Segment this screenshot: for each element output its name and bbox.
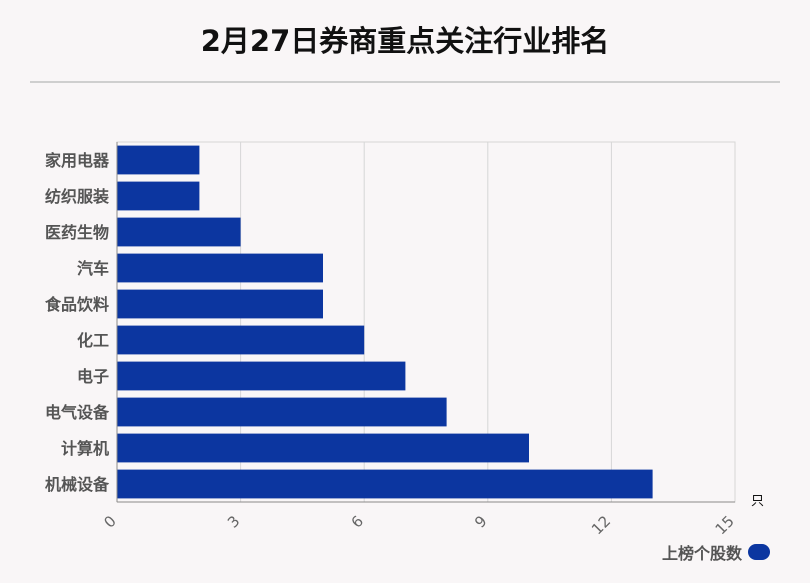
category-label: 化工 xyxy=(77,331,109,350)
category-label: 食品饮料 xyxy=(44,295,109,314)
legend-swatch xyxy=(748,544,770,560)
title-divider xyxy=(30,81,780,83)
x-tick-label: 9 xyxy=(471,512,490,531)
legend-label: 上榜个股数 xyxy=(661,544,742,563)
bar xyxy=(117,253,323,283)
category-label: 纺织服装 xyxy=(45,187,109,206)
bar xyxy=(117,361,406,391)
x-tick-label: 12 xyxy=(588,512,614,538)
bar xyxy=(117,217,241,247)
bar xyxy=(117,325,365,355)
x-tick-label: 3 xyxy=(224,512,243,531)
chart-title: 2月27日券商重点关注行业排名 xyxy=(200,24,610,58)
bar xyxy=(117,433,529,463)
category-label: 医药生物 xyxy=(45,223,109,242)
x-tick-label: 6 xyxy=(348,512,367,531)
bar xyxy=(117,145,200,175)
category-label: 计算机 xyxy=(61,439,109,458)
category-label: 汽车 xyxy=(77,259,109,278)
category-label: 机械设备 xyxy=(45,475,110,494)
category-label: 家用电器 xyxy=(45,151,110,170)
legend: 上榜个股数 xyxy=(662,540,770,564)
category-label: 电子 xyxy=(77,367,109,386)
x-tick-label: 15 xyxy=(712,512,738,538)
x-tick-label: 0 xyxy=(100,512,119,531)
bar xyxy=(117,181,200,211)
bar xyxy=(117,289,323,319)
bar xyxy=(117,397,447,427)
x-axis-unit: 只 xyxy=(751,494,764,509)
category-label: 电气设备 xyxy=(45,403,110,422)
bar xyxy=(117,469,653,499)
